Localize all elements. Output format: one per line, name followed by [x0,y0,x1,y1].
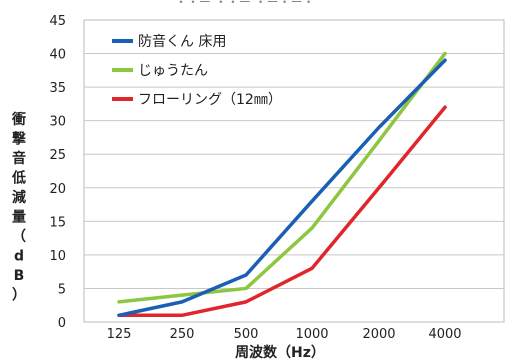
legend-label: 防音くん 床用 [138,33,226,50]
y-tick-label: 10 [49,249,66,264]
y-axis-title-char: 撃 [12,131,26,148]
y-axis-title-char: B [14,268,25,284]
x-tick-label: 250 [170,327,195,342]
y-axis-title-char: ） [12,288,26,304]
legend-label: じゅうたん [138,63,208,79]
y-tick-label: 5 [58,282,66,297]
y-tick-label: 0 [58,316,66,331]
y-tick-label: 40 [49,48,66,63]
series-line [117,105,447,318]
x-tick-label: 4000 [428,327,461,342]
y-tick-label: 35 [49,81,66,96]
series-line [117,58,447,318]
y-axis-title-char: 量 [12,210,26,226]
y-axis-title-char: d [14,249,24,265]
y-axis-ticks: 0 5 10 15 20 25 30 35 40 45 [49,14,66,331]
y-axis-title-char: 低 [11,170,26,187]
header-fragment: ・・ー ・・ー ・ー・ー・ [175,0,315,9]
y-tick-label: 15 [49,215,66,230]
y-axis-title-char: （ [12,229,26,245]
x-axis-ticks: 125 250 500 1000 2000 4000 [107,327,462,342]
y-axis-title-char: 音 [12,150,26,167]
legend-label: フローリング（12㎜） [138,92,282,108]
x-tick-label: 2000 [362,327,395,342]
y-tick-label: 30 [49,115,66,130]
x-tick-label: 500 [234,327,259,342]
y-tick-label: 20 [49,182,66,197]
series-lines [117,51,447,318]
y-axis-title-char: 減 [12,189,26,206]
y-axis-title-char: 衝 [11,111,26,128]
y-tick-label: 45 [49,14,66,29]
x-axis-title: 周波数（Hz） [235,344,325,360]
series-line [117,51,447,304]
x-tick-label: 125 [107,327,132,342]
y-tick-label: 25 [49,148,66,163]
x-tick-label: 1000 [295,327,328,342]
